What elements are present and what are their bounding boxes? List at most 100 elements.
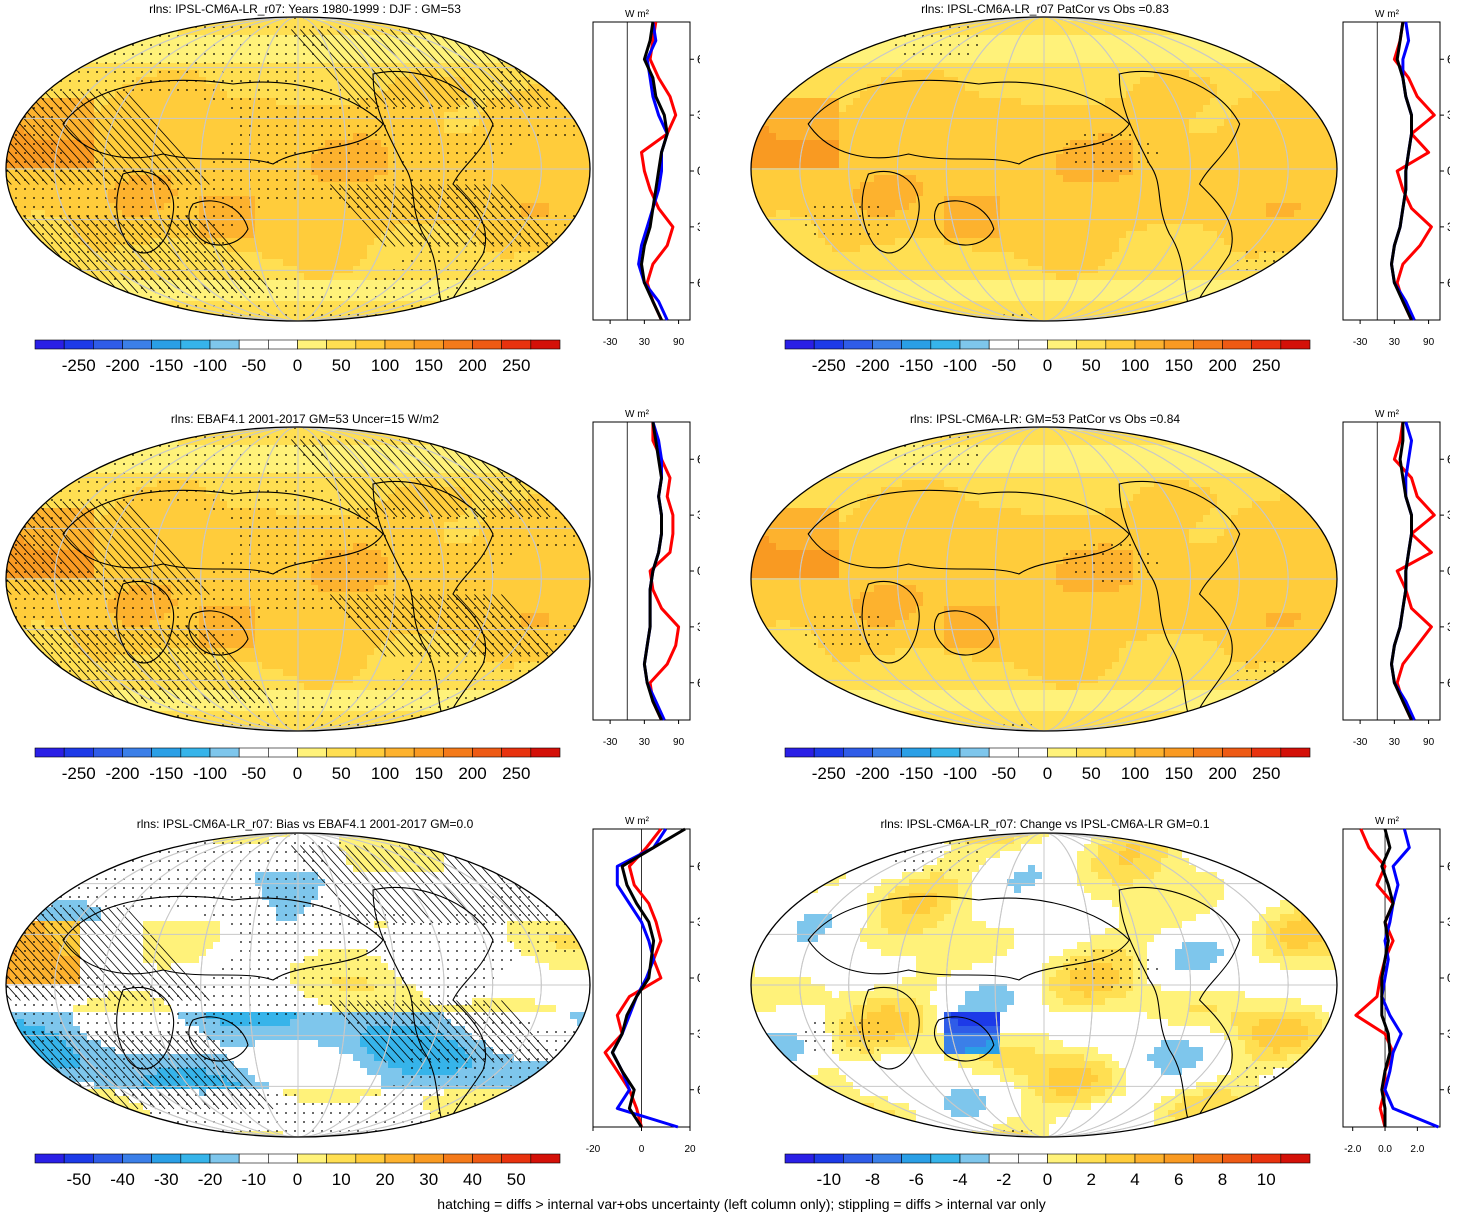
map-cell xyxy=(500,35,507,42)
map-cell xyxy=(122,210,129,217)
map-cell xyxy=(290,133,297,140)
map-cell xyxy=(549,49,556,56)
map-cell xyxy=(73,224,80,231)
map-cell xyxy=(269,98,276,105)
map-cell xyxy=(115,252,122,259)
stipple-dot xyxy=(294,134,296,136)
stipple-dot xyxy=(285,134,287,136)
map-cell xyxy=(255,280,262,287)
map-cell xyxy=(570,133,577,140)
stipple-dot xyxy=(150,188,152,190)
map-cell xyxy=(528,287,535,294)
stipple-dot xyxy=(474,143,476,145)
map-cell xyxy=(94,154,101,161)
map-cell xyxy=(150,56,157,63)
map-cell xyxy=(136,84,143,91)
map-cell xyxy=(472,224,479,231)
map-cell xyxy=(143,168,150,175)
map-cell xyxy=(353,42,360,49)
map-cell xyxy=(199,252,206,259)
stipple-dot xyxy=(420,170,422,172)
map-cell xyxy=(318,322,325,324)
map-cell xyxy=(374,140,381,147)
map-cell xyxy=(507,238,514,245)
map-cell xyxy=(374,175,381,182)
map-cell xyxy=(339,322,346,324)
stipple-dot xyxy=(6,197,8,199)
map-cell xyxy=(395,189,402,196)
map-cell xyxy=(206,56,213,63)
map-cell xyxy=(500,63,507,70)
stipple-dot xyxy=(213,224,215,226)
map-cell xyxy=(206,168,213,175)
map-cell xyxy=(80,126,87,133)
map-cell xyxy=(416,84,423,91)
map-cell xyxy=(549,63,556,70)
stipple-dot xyxy=(510,206,512,208)
map-cell xyxy=(381,161,388,168)
map-cell xyxy=(528,196,535,203)
stipple-dot xyxy=(51,89,53,91)
stipple-dot xyxy=(384,188,386,190)
map-cell xyxy=(59,280,66,287)
map-cell xyxy=(444,154,451,161)
map-cell xyxy=(143,301,150,308)
stipple-dot xyxy=(537,17,539,19)
map-cell xyxy=(493,105,500,112)
map-cell xyxy=(101,17,108,21)
map-cell xyxy=(171,252,178,259)
map-cell xyxy=(325,203,332,210)
map-cell xyxy=(486,133,493,140)
stipple-dot xyxy=(24,233,26,235)
map-cell xyxy=(486,189,493,196)
map-cell xyxy=(297,77,304,84)
stipple-dot xyxy=(330,89,332,91)
map-cell xyxy=(17,203,24,210)
map-cell xyxy=(388,98,395,105)
map-cell xyxy=(458,49,465,56)
stipple-dot xyxy=(537,215,539,217)
map-cell xyxy=(248,196,255,203)
stipple-dot xyxy=(195,197,197,199)
map-cell xyxy=(318,35,325,42)
map-cell xyxy=(472,315,479,321)
map-cell xyxy=(66,301,73,308)
stipple-dot xyxy=(294,44,296,46)
map-cell xyxy=(472,21,479,28)
map-cell xyxy=(549,21,556,28)
stipple-dot xyxy=(60,233,62,235)
map-cell xyxy=(444,189,451,196)
map-cell xyxy=(87,182,94,189)
stipple-dot xyxy=(195,206,197,208)
stipple-dot xyxy=(438,152,440,154)
map-cell xyxy=(269,231,276,238)
map-cell xyxy=(73,17,80,21)
map-cell xyxy=(31,126,38,133)
map-cell xyxy=(38,140,45,147)
stipple-dot xyxy=(312,179,314,181)
map-cell xyxy=(290,161,297,168)
map-cell xyxy=(206,189,213,196)
map-cell xyxy=(52,28,59,35)
stipple-dot xyxy=(438,143,440,145)
map-cell xyxy=(325,259,332,266)
map-cell xyxy=(444,98,451,105)
map-cell xyxy=(563,196,570,203)
map-cell xyxy=(486,322,493,324)
map-cell xyxy=(297,224,304,231)
map-cell xyxy=(199,259,206,266)
stipple-dot xyxy=(231,161,233,163)
map-cell xyxy=(514,161,521,168)
map-cell xyxy=(178,112,185,119)
stipple-dot xyxy=(6,224,8,226)
stipple-dot xyxy=(114,188,116,190)
map-cell xyxy=(444,126,451,133)
stipple-dot xyxy=(366,107,368,109)
map-cell xyxy=(276,217,283,224)
map-cell xyxy=(311,70,318,77)
map-cell xyxy=(6,133,10,140)
map-cell xyxy=(178,259,185,266)
map-cell xyxy=(73,273,80,280)
map-cell xyxy=(171,56,178,63)
map-cell xyxy=(430,210,437,217)
